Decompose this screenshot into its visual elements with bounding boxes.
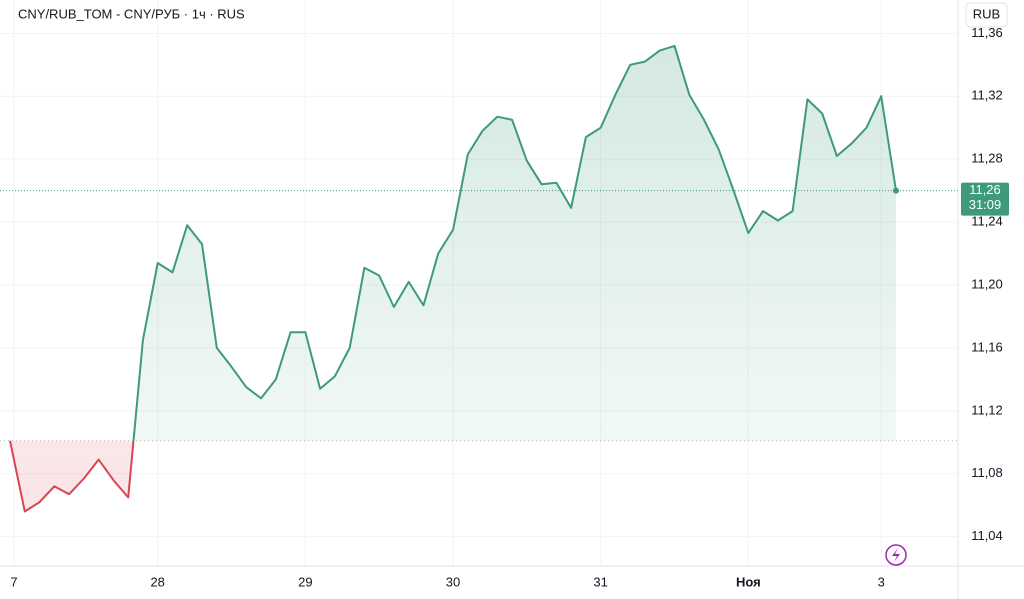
y-tick-label: 11,16 <box>971 339 1003 354</box>
x-tick-label: 7 <box>10 574 17 589</box>
currency-label[interactable]: RUB <box>973 6 1000 21</box>
price-tag-value: 11,26 <box>969 182 1001 197</box>
x-tick-label: 29 <box>298 574 312 589</box>
y-tick-label: 11,24 <box>971 214 1003 229</box>
price-tag <box>961 182 1009 216</box>
x-tick-label: 31 <box>593 574 607 589</box>
x-tick-label: 3 <box>878 574 885 589</box>
area-up <box>10 45 896 441</box>
area-down <box>10 440 134 512</box>
y-tick-label: 11,20 <box>971 276 1003 291</box>
chart-title: CNY/RUB_TOM - CNY/РУБ · 1ч · RUS <box>18 6 245 21</box>
y-tick-label: 11,04 <box>971 528 1003 543</box>
y-tick-label: 11,08 <box>971 465 1003 480</box>
price-line-up <box>9 44 897 441</box>
y-tick-label: 11,12 <box>971 402 1003 417</box>
lightning-icon <box>892 548 900 562</box>
y-tick-label: 11,36 <box>971 25 1003 40</box>
x-tick-label: Ноя <box>736 574 761 589</box>
y-tick-label: 11,28 <box>971 151 1003 166</box>
countdown: 31:09 <box>969 197 1002 212</box>
y-tick-label: 11,32 <box>971 88 1003 103</box>
currency-button[interactable] <box>965 2 1008 28</box>
x-tick-label: 30 <box>446 574 460 589</box>
x-tick-label: 28 <box>150 574 164 589</box>
last-point <box>892 187 899 194</box>
event-icon[interactable] <box>885 544 907 566</box>
